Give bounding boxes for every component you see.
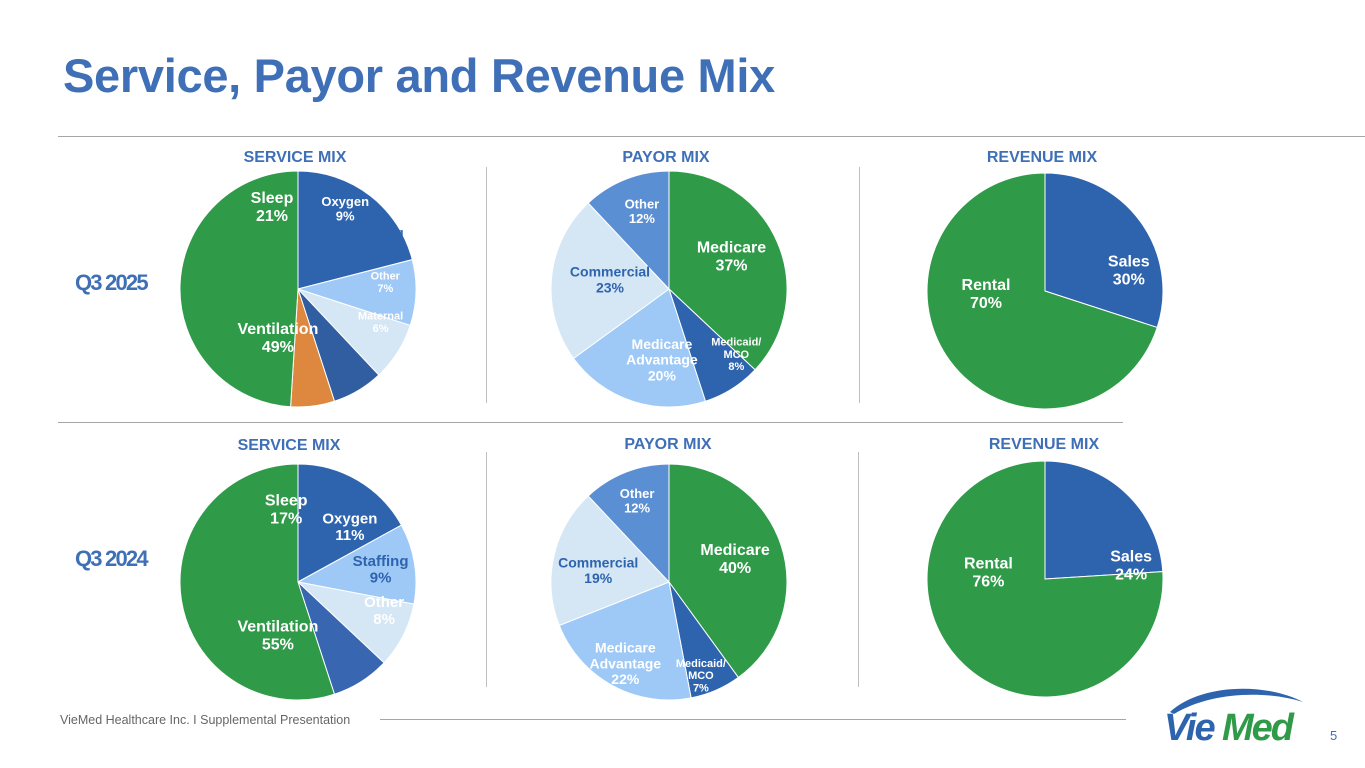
pie-slice-sales	[1044, 172, 1164, 329]
logo-text-vie: Vie	[1164, 707, 1215, 745]
logo-text-med: Med	[1222, 707, 1295, 745]
chart-title: PAYOR MIX	[622, 149, 710, 166]
period-label: Q3 2025	[75, 270, 149, 295]
pie-chart: Sales 24% Rental 76%	[926, 460, 1164, 698]
period-label: Q3 2024	[75, 546, 149, 571]
pie-slice-oxygen	[296, 524, 417, 605]
slice-label: Other 12%	[625, 196, 660, 226]
slice-label: Medicare 40%	[700, 542, 769, 577]
pie-chart: Sleep 17% Oxygen 11% Staffing 9% Other 8% Ventil…	[179, 463, 417, 701]
footer-text: VieMed Healthcare Inc. I Supplemental Pr…	[60, 713, 351, 727]
pie-slice-sales	[1044, 460, 1164, 580]
pie-slice-commercial	[550, 202, 670, 360]
slice-label: Medicaid/MCO 8%	[711, 336, 761, 373]
slice-label: Commercial 19%	[558, 554, 638, 586]
slice-label: Oxygen 9%	[321, 194, 369, 224]
column-divider	[859, 167, 860, 403]
pie-slice-other	[587, 463, 670, 584]
middle-divider	[58, 422, 1123, 423]
pie-slice-ventilation	[179, 463, 336, 701]
column-divider	[486, 167, 487, 403]
page-title: Service, Payor and Revenue Mix	[63, 49, 775, 102]
slice-label: Oxygen 11%	[322, 510, 377, 544]
slice-label: Other 8%	[364, 594, 404, 628]
pie-slice-rental	[926, 172, 1158, 410]
viemed-logo: Vie Med	[1164, 688, 1303, 745]
pie-slice-medicare	[668, 463, 788, 679]
slice-label: Rental 70%	[962, 277, 1011, 312]
pie-chart: Sleep 21% Oxygen 9% Staffing 8% Other 7% Materna…	[179, 170, 417, 408]
pie-chart: Medicare 40% Medicaid/MCO 7% Medicare Advanta…	[550, 463, 788, 701]
slice-label: Ventilation 49%	[237, 321, 318, 356]
chart-title: PAYOR MIX	[624, 436, 712, 453]
slice-label: Medicaid/MCO 7%	[676, 658, 726, 695]
pie-slice-ventilation	[179, 170, 299, 408]
footer-divider	[380, 719, 1126, 720]
column-divider	[486, 452, 487, 687]
slice-label: Sleep 17%	[265, 493, 308, 528]
slice-label: Medicare Advantage 22%	[590, 640, 662, 687]
slice-label: Medicare Advantage 20%	[626, 336, 698, 383]
column-divider	[858, 452, 859, 687]
top-divider	[58, 136, 1365, 137]
pie-slice-other	[587, 170, 670, 291]
pie-slice-commercial	[550, 495, 670, 627]
pie-slice-rental	[926, 460, 1164, 698]
slice-label: Staffing 8%	[363, 227, 404, 251]
pie-slice-sleep	[297, 463, 403, 583]
pie-slice-medicare-advantage	[572, 288, 707, 408]
page-number: 5	[1330, 728, 1338, 743]
slice-label: Staffing 9%	[353, 553, 409, 587]
slice-label: Sleep 21%	[251, 190, 294, 225]
slice-label: Rental 76%	[964, 556, 1013, 591]
chart-title: REVENUE MIX	[986, 149, 1098, 166]
pie-slice-medicare-advantage	[558, 581, 692, 701]
slice-label: Other 12%	[620, 486, 655, 516]
slice-label: Other 7%	[371, 271, 401, 295]
chart-title: REVENUE MIX	[988, 436, 1100, 453]
chart-title: SERVICE MIX	[237, 437, 341, 454]
pie-slice-sleep	[297, 170, 413, 290]
pie-chart: Medicare 37% Medicaid/MCO 8% Medicare Advanta…	[550, 170, 788, 408]
slice-label: Medicare 37%	[697, 240, 766, 275]
slice-label: Sales 24%	[1110, 549, 1152, 584]
pie-slice-medicare	[668, 170, 788, 371]
pie-chart: Sales 30% Rental 70%	[926, 172, 1164, 410]
slice-label: Commercial 23%	[570, 264, 650, 296]
slice-label: Maternal 6%	[358, 311, 403, 335]
logo-swoosh	[1170, 688, 1303, 714]
chart-title: SERVICE MIX	[243, 149, 347, 166]
slice-label: Ventilation 55%	[237, 619, 318, 654]
slice-label: Sales 30%	[1108, 253, 1150, 288]
